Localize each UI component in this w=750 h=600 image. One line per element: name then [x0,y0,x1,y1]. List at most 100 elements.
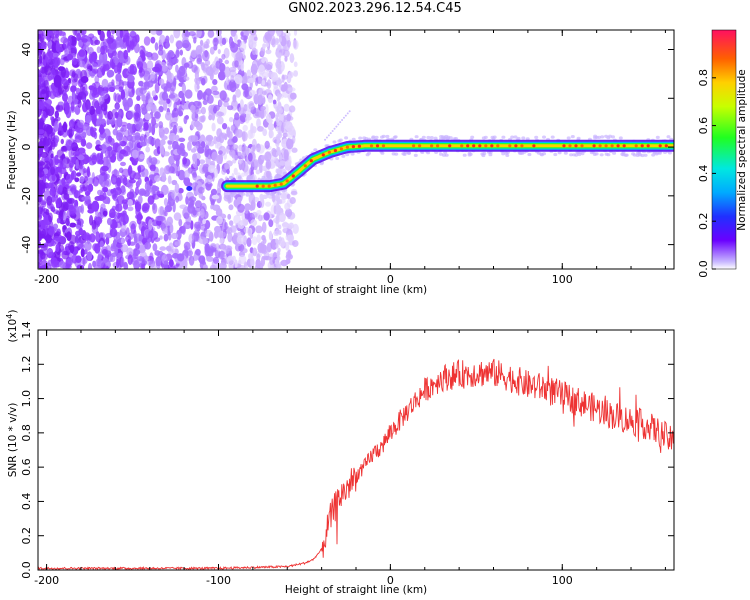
noise-speck [209,264,217,269]
noise-speck [136,215,142,225]
noise-speck [199,39,204,47]
noise-speck [245,30,250,36]
noise-speck [99,110,104,119]
noise-speck [146,103,152,112]
ridge-peak [369,144,374,148]
noise-speck [204,88,212,96]
noise-speck [105,236,110,245]
noise-column-speck [277,247,281,253]
noise-speck [164,205,173,213]
noise-speck [224,222,228,230]
x-tick-label: -100 [206,574,231,587]
noise-speck [74,177,80,183]
ridge-halo [563,151,568,155]
ridge-peak [604,144,608,148]
noise-speck [111,177,117,183]
noise-speck [170,121,179,128]
noise-speck [182,39,190,49]
noise-speck [216,116,224,125]
ridge-halo [241,192,246,196]
ridge-halo [557,151,562,155]
noise-speck [51,132,56,142]
noise-speck [175,40,184,49]
noise-speck [247,228,251,236]
noise-speck [169,223,174,234]
noise-speck [58,260,66,269]
noise-speck [51,257,58,268]
noise-speck [86,166,90,178]
noise-speck [158,49,164,56]
ridge-halo [429,136,434,140]
noise-speck [212,204,221,211]
noise-column-speck [278,103,282,109]
noise-speck [110,119,116,126]
ridge-halo [643,153,648,157]
noise-speck [190,104,196,113]
noise-speck [236,196,242,203]
noise-speck [212,256,220,264]
noise-speck [287,249,292,259]
noise-speck [288,222,294,229]
noise-speck [251,236,258,246]
ridge-peak [634,144,638,148]
noise-column-speck [277,57,281,62]
noise-speck [286,193,291,200]
noise-speck [126,111,135,119]
noise-speck [77,205,83,213]
noise-speck [57,84,64,95]
ridge-halo [623,153,628,157]
noise-column-speck [277,239,281,245]
noise-speck [171,109,176,118]
noise-speck [144,242,152,250]
noise-speck [97,253,103,260]
noise-speck [175,195,180,203]
ridge-halo [365,153,370,157]
noise-speck [103,63,110,72]
ridge-peak [430,144,434,148]
noise-speck [292,223,299,234]
noise-speck [168,259,174,268]
noise-speck [38,129,45,135]
noise-speck [38,169,45,178]
noise-speck [282,132,289,138]
ridge-halo [338,138,343,142]
noise-speck [148,219,153,230]
noise-speck [286,39,291,48]
noise-speck [228,66,237,73]
ridge-halo [577,152,582,157]
ridge-halo [406,151,411,155]
noise-speck [221,231,226,238]
noise-speck [152,243,158,252]
noise-speck [46,182,55,189]
noise-speck [190,220,194,230]
noise-speck [237,220,245,230]
noise-speck [259,197,265,208]
noise-speck [184,31,191,37]
noise-speck [166,98,171,104]
noise-speck [165,42,171,48]
ridge-halo [521,136,526,140]
noise-speck [243,104,248,112]
noise-speck [118,79,125,91]
noise-speck [159,235,163,240]
noise-column-speck [275,30,279,34]
noise-speck [286,159,292,166]
ridge-halo [666,135,671,139]
noise-speck [206,174,213,185]
noise-speck [65,264,72,269]
noise-speck [202,63,209,72]
noise-speck [224,245,233,252]
noise-speck [216,181,222,193]
ridge-halo [539,152,544,156]
noise-speck [94,243,101,254]
noise-speck [232,94,237,103]
noise-speck [289,92,297,100]
noise-speck [203,44,210,49]
y-tick-label: 0.2 [20,527,33,545]
noise-speck [234,60,239,68]
y-tick-label: -20 [20,187,33,205]
x-tick-label: 0 [387,574,394,587]
snr-panel: -200 -100 0 100 0.0 0.2 0.4 0.6 0.8 1.0 1.2 1.4 Hei… [5,310,675,596]
ridge-peak [664,144,668,148]
noise-speck [190,49,197,58]
